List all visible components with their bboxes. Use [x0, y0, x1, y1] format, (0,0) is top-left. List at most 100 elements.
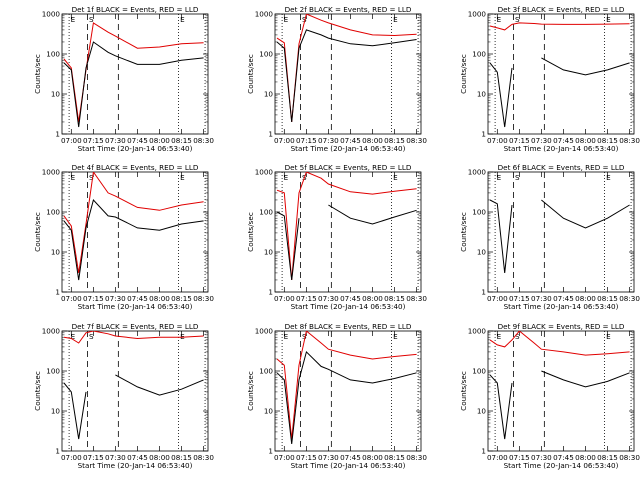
y-tick-label: 10	[51, 248, 61, 257]
x-tick-label: 07:30	[318, 294, 339, 303]
panel-title: Det 8f BLACK = Events, RED = LLD	[285, 322, 412, 331]
y-tick-label: 1000	[255, 10, 274, 19]
panel-title: Det 2f BLACK = Events, RED = LLD	[285, 5, 412, 14]
lld-series-line	[276, 331, 417, 440]
y-tick-label: 1	[481, 288, 486, 297]
panel-7: Det 7f BLACK = Events, RED = LLD 1 10 100 10…	[33, 322, 214, 470]
interval-marker-label: S	[515, 332, 520, 341]
x-tick-label: 08:15	[384, 453, 405, 462]
x-axis-label: Start Time (20-Jan-14 06:53:40)	[291, 144, 406, 153]
x-axis-label: Start Time (20-Jan-14 06:53:40)	[291, 302, 406, 311]
x-tick-label: 07:15	[83, 453, 104, 462]
x-tick-label: 08:30	[619, 294, 640, 303]
y-tick-label: 100	[259, 367, 273, 376]
interval-marker-label: E	[606, 173, 611, 182]
plot-frame	[487, 330, 635, 452]
x-tick-label: 08:30	[619, 453, 640, 462]
lld-series-line	[63, 331, 204, 344]
y-tick-label: 100	[46, 50, 60, 59]
y-axis-label: Counts/sec	[246, 54, 255, 94]
x-tick-label: 07:30	[531, 294, 552, 303]
events-series-line	[489, 57, 630, 128]
y-tick-label: 1	[268, 130, 273, 139]
interval-marker-label: E	[180, 332, 185, 341]
interval-marker-label: E	[71, 332, 76, 341]
x-tick-label: 07:00	[487, 453, 508, 462]
x-tick-label: 08:30	[193, 453, 214, 462]
x-axis-label: Start Time (20-Jan-14 06:53:40)	[78, 302, 193, 311]
events-series-line	[276, 204, 417, 281]
panel-3: Det 3f BLACK = Events, RED = LLD 1 10 100 10…	[459, 5, 640, 153]
y-axis-label: Counts/sec	[33, 371, 42, 411]
events-series-line	[489, 199, 630, 273]
interval-marker-label: E	[284, 332, 289, 341]
interval-marker-label: E	[497, 15, 502, 24]
interval-marker-label: E	[71, 173, 76, 182]
panel-title: Det 7f BLACK = Events, RED = LLD	[72, 322, 199, 331]
x-tick-label: 07:00	[274, 294, 295, 303]
y-tick-label: 1000	[42, 327, 61, 336]
x-tick-label: 08:00	[362, 294, 383, 303]
y-axis-label: Counts/sec	[33, 54, 42, 94]
x-tick-label: 07:45	[553, 294, 574, 303]
lld-series-line	[63, 172, 204, 273]
interval-marker-label: E	[393, 15, 398, 24]
y-tick-label: 1	[481, 130, 486, 139]
interval-marker-label: S	[89, 332, 94, 341]
y-axis-label: Counts/sec	[246, 212, 255, 252]
panel-title: Det 3f BLACK = Events, RED = LLD	[498, 5, 625, 14]
x-axis-label: Start Time (20-Jan-14 06:53:40)	[504, 461, 619, 470]
events-series-line	[63, 41, 204, 128]
x-axis-label: Start Time (20-Jan-14 06:53:40)	[504, 302, 619, 311]
plot-frame	[61, 171, 209, 293]
x-tick-label: 07:45	[127, 136, 148, 145]
y-axis-label: Counts/sec	[459, 212, 468, 252]
plot-frame	[274, 171, 422, 293]
y-tick-label: 1000	[468, 168, 487, 177]
x-tick-label: 08:30	[406, 453, 427, 462]
events-series-line	[276, 350, 417, 445]
x-tick-label: 07:45	[340, 294, 361, 303]
x-tick-label: 07:00	[274, 136, 295, 145]
x-tick-label: 08:00	[149, 453, 170, 462]
x-tick-label: 07:15	[296, 453, 317, 462]
y-tick-label: 1	[268, 447, 273, 456]
x-tick-label: 08:00	[575, 453, 596, 462]
x-tick-label: 08:15	[597, 136, 618, 145]
panel-2: Det 2f BLACK = Events, RED = LLD 1 10 100 10…	[246, 5, 427, 153]
interval-marker-label: E	[497, 332, 502, 341]
x-tick-label: 07:45	[553, 453, 574, 462]
y-tick-label: 100	[46, 208, 60, 217]
panel-title: Det 6f BLACK = Events, RED = LLD	[498, 163, 625, 172]
x-axis-label: Start Time (20-Jan-14 06:53:40)	[504, 144, 619, 153]
x-tick-label: 08:00	[362, 136, 383, 145]
y-tick-label: 100	[472, 50, 486, 59]
x-tick-label: 08:30	[193, 136, 214, 145]
x-tick-label: 07:45	[340, 453, 361, 462]
interval-marker-label: E	[606, 332, 611, 341]
y-tick-label: 100	[259, 50, 273, 59]
panel-8: Det 8f BLACK = Events, RED = LLD 1 10 100 10…	[246, 322, 427, 470]
y-tick-label: 1	[481, 447, 486, 456]
interval-marker-label: E	[71, 15, 76, 24]
x-tick-label: 07:00	[61, 294, 82, 303]
x-tick-label: 07:15	[83, 136, 104, 145]
x-tick-label: 07:30	[318, 136, 339, 145]
y-axis-label: Counts/sec	[33, 212, 42, 252]
x-tick-label: 07:45	[127, 294, 148, 303]
interval-marker-label: E	[606, 15, 611, 24]
interval-marker-label: E	[393, 173, 398, 182]
interval-marker-label: S	[89, 15, 94, 24]
plot-frame	[487, 171, 635, 293]
x-tick-label: 07:00	[487, 136, 508, 145]
y-tick-label: 1	[55, 288, 60, 297]
panel-title: Det 1f BLACK = Events, RED = LLD	[72, 5, 199, 14]
x-tick-label: 07:30	[531, 453, 552, 462]
plot-frame	[274, 13, 422, 135]
events-series-line	[276, 29, 417, 123]
interval-marker-label: S	[515, 15, 520, 24]
x-tick-label: 07:30	[105, 294, 126, 303]
panel-title: Det 9f BLACK = Events, RED = LLD	[498, 322, 625, 331]
x-tick-label: 07:00	[487, 294, 508, 303]
